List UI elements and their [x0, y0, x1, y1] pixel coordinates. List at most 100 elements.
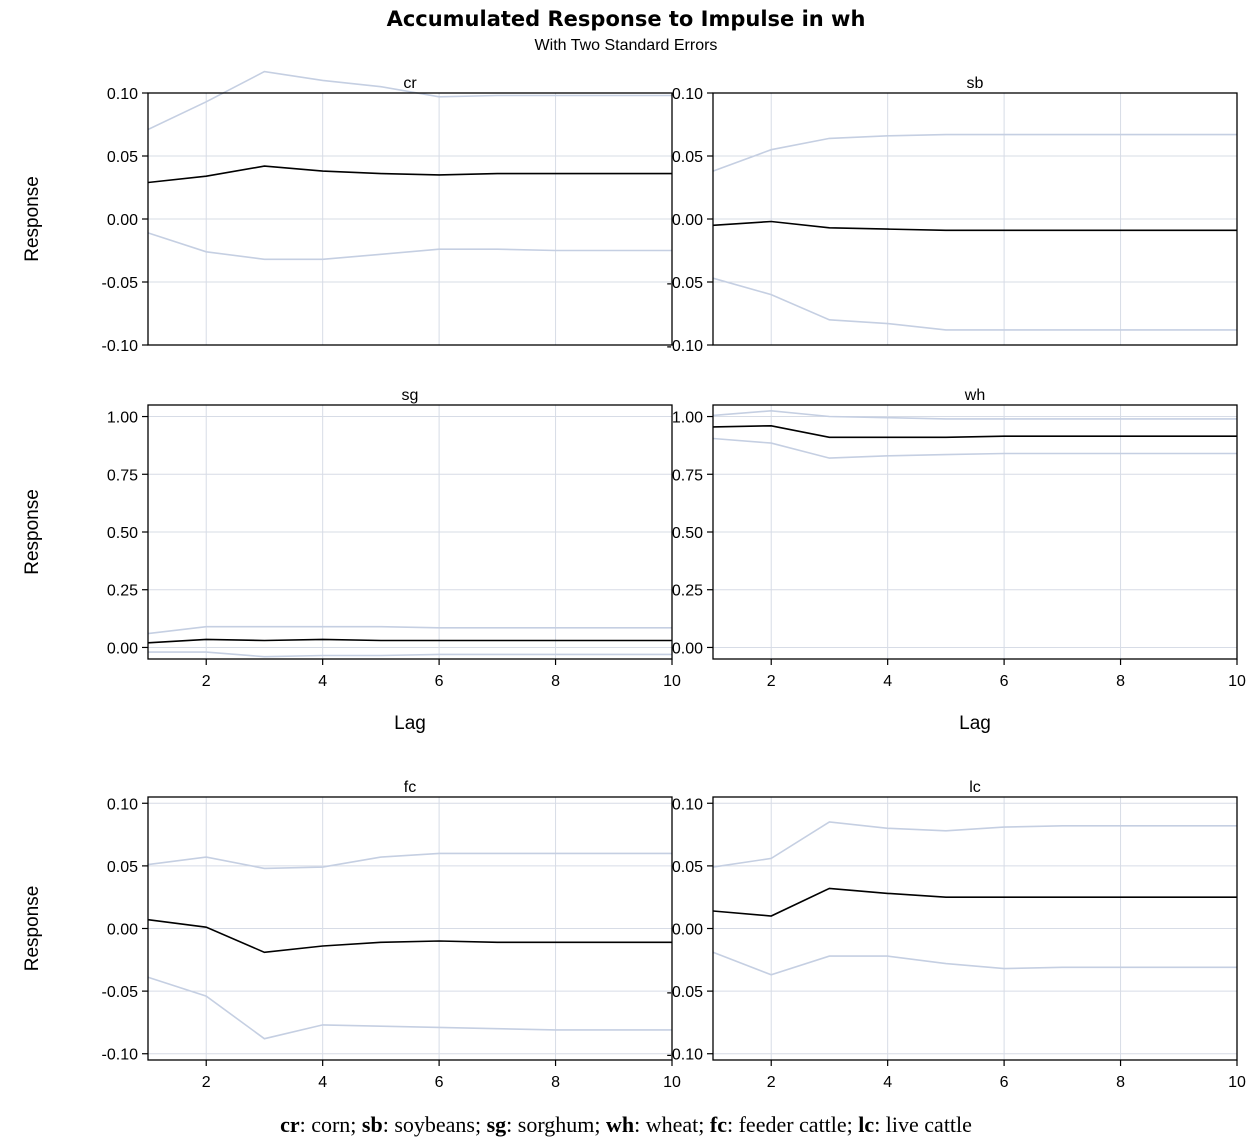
response-line: [147, 638, 672, 644]
upper-bound-line: [147, 70, 672, 131]
upper-bound-line: [712, 409, 1237, 420]
x-tick-label: 8: [551, 673, 560, 690]
y-tick-label: -0.05: [667, 984, 704, 1001]
upper-bound-line: [712, 821, 1237, 868]
panel-fc: -0.10 -0.05 0.00 0.05 0.10 2 4 6 8 10 fc Response: [22, 779, 681, 1091]
panel-cr: -0.10 -0.05 0.00 0.05 0.10 cr Response: [22, 70, 673, 355]
lower-bound-line: [712, 277, 1237, 331]
y-tick-label: 0.10: [107, 86, 138, 103]
panel-title-wh: wh: [964, 387, 985, 404]
y-axis-label: Response: [22, 176, 43, 262]
x-tick-label: 8: [1116, 1074, 1125, 1091]
x-tick-label: 4: [318, 1074, 327, 1091]
caption-code-wh: wh: [606, 1112, 635, 1137]
y-tick-label: 0.00: [107, 212, 138, 229]
y-tick-label: -0.05: [102, 984, 139, 1001]
y-tick-label: 0.05: [107, 149, 138, 166]
panel-title-lc: lc: [969, 779, 981, 796]
panel-sb: -0.10 -0.05 0.00 0.05 0.10 sb: [667, 75, 1238, 355]
caption-code-sg: sg: [486, 1112, 507, 1137]
panel-title-sg: sg: [402, 387, 419, 404]
lower-bound-line: [147, 976, 672, 1040]
y-tick-label: 1.00: [672, 410, 703, 427]
y-tick-label: 0.00: [107, 922, 138, 939]
y-tick-label: 0.00: [672, 212, 703, 229]
x-tick-label: 8: [1116, 673, 1125, 690]
panel-wh: 0.00 0.25 0.50 0.75 1.00 2 4 6 8 10 wh Lag: [672, 387, 1246, 734]
y-tick-label: 0.75: [107, 467, 138, 484]
figure-subtitle: With Two Standard Errors: [535, 37, 718, 54]
lower-bound-line: [712, 951, 1237, 976]
plot-frame: [712, 796, 1238, 1061]
upper-bound-line: [147, 852, 672, 870]
caption-desc-sb: : soybeans;: [382, 1112, 487, 1137]
y-tick-label: 0.00: [672, 922, 703, 939]
panel-title-cr: cr: [403, 75, 417, 92]
x-tick-label: 4: [883, 673, 892, 690]
plot-frame: [712, 92, 1238, 346]
lower-bound-line: [148, 651, 672, 658]
y-tick-label: 0.75: [672, 467, 703, 484]
x-tick-label: 6: [1000, 673, 1009, 690]
caption-desc-fc: : feeder cattle;: [726, 1112, 859, 1137]
caption-desc-lc: : live cattle: [874, 1112, 972, 1137]
y-tick-label: -0.10: [667, 338, 704, 355]
y-tick-label: 0.50: [107, 525, 138, 542]
x-tick-label: 10: [1228, 673, 1246, 690]
plot-frame: [147, 796, 673, 1061]
lower-bound-line: [712, 437, 1237, 459]
panel-group: -0.10-0.050.000.050.10crResponse-0.10-0.…: [22, 70, 1246, 1091]
x-tick-label: 2: [202, 673, 211, 690]
y-tick-label: -0.10: [102, 338, 139, 355]
panel-title-sb: sb: [967, 75, 984, 92]
x-tick-label: 6: [435, 673, 444, 690]
y-tick-label: 0.25: [672, 583, 703, 600]
response-line: [147, 918, 672, 954]
x-tick-label: 2: [767, 673, 776, 690]
x-tick-label: 6: [1000, 1074, 1009, 1091]
x-tick-label: 4: [318, 673, 327, 690]
y-tick-label: 0.10: [672, 796, 703, 813]
y-tick-label: 0.10: [672, 86, 703, 103]
plot-frame: [712, 404, 1238, 660]
y-tick-label: 0.00: [107, 640, 138, 657]
x-tick-label: 2: [767, 1074, 776, 1091]
response-line: [712, 887, 1237, 917]
y-tick-label: 0.10: [107, 796, 138, 813]
response-line: [147, 165, 672, 184]
variable-legend-caption: cr: corn; sb: soybeans; sg: sorghum; wh:…: [0, 1112, 1252, 1138]
panel-lc: -0.10 -0.05 0.00 0.05 0.10 2 4 6 8 10 lc: [667, 779, 1246, 1091]
x-tick-label: 10: [1228, 1074, 1246, 1091]
y-tick-label: -0.10: [667, 1047, 704, 1064]
y-tick-label: 0.05: [107, 859, 138, 876]
x-axis-label: Lag: [959, 713, 991, 734]
caption-code-fc: fc: [709, 1112, 727, 1137]
y-axis-label: Response: [22, 489, 43, 575]
y-tick-label: 0.25: [107, 583, 138, 600]
caption-code-cr: cr: [280, 1112, 300, 1137]
y-tick-label: -0.05: [102, 275, 139, 292]
figure-title: Accumulated Response to Impulse in wh: [387, 7, 866, 31]
x-tick-label: 2: [202, 1074, 211, 1091]
y-tick-label: 0.00: [672, 640, 703, 657]
x-tick-label: 10: [663, 673, 681, 690]
y-tick-label: 0.50: [672, 525, 703, 542]
upper-bound-line: [712, 133, 1237, 172]
plot-frame: [147, 92, 673, 346]
caption-desc-cr: : corn;: [299, 1112, 362, 1137]
y-axis-label: Response: [22, 886, 43, 972]
x-tick-label: 6: [435, 1074, 444, 1091]
y-tick-label: 0.05: [672, 149, 703, 166]
x-tick-label: 10: [663, 1074, 681, 1091]
y-tick-label: 0.05: [672, 859, 703, 876]
caption-code-sb: sb: [361, 1112, 383, 1137]
plot-frame: [147, 404, 673, 660]
y-tick-label: -0.10: [102, 1047, 139, 1064]
caption-code-lc: lc: [858, 1112, 875, 1137]
x-tick-label: 4: [883, 1074, 892, 1091]
upper-bound-line: [147, 625, 672, 635]
caption-desc-wh: : wheat;: [634, 1112, 710, 1137]
response-line: [712, 424, 1237, 439]
caption-desc-sg: : sorghum;: [506, 1112, 606, 1137]
